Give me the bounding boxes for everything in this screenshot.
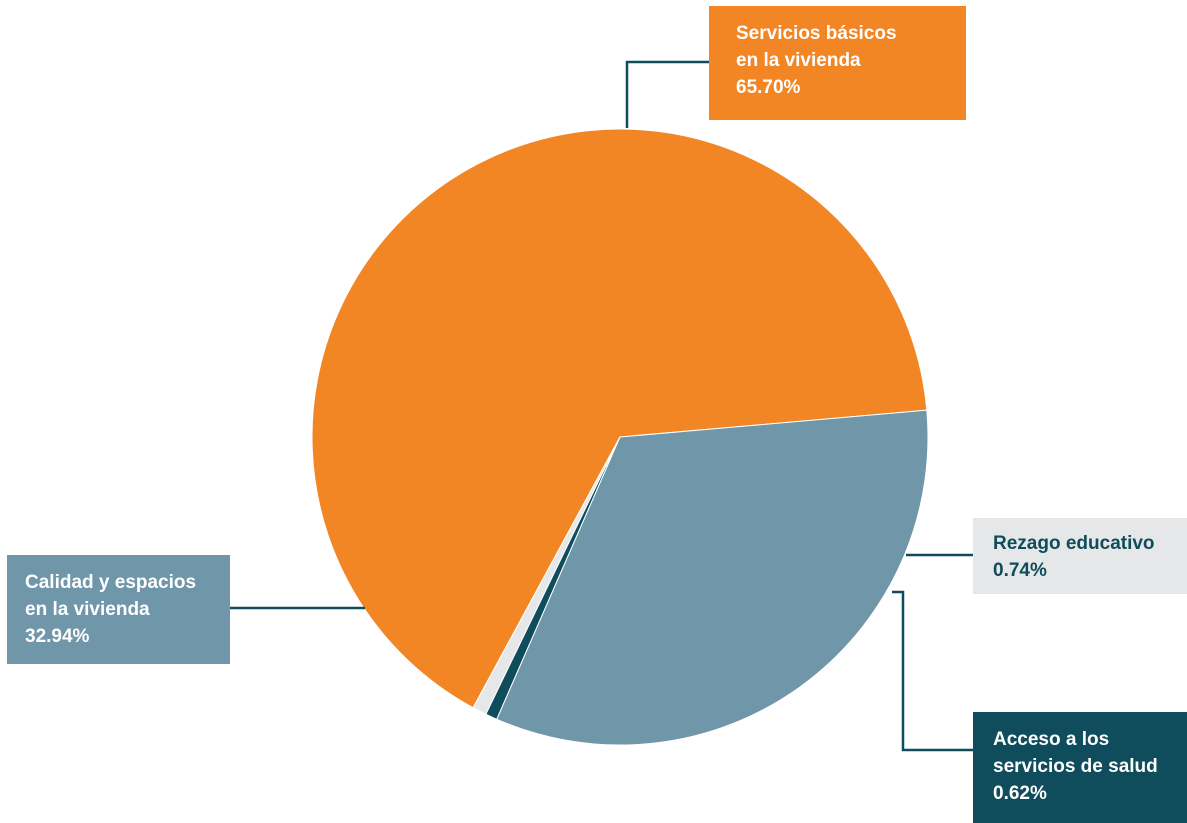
leader-lines (230, 60, 973, 752)
callout-servicios-basicos: Servicios básicos en la vivienda 65.70% (709, 6, 966, 120)
callout-acceso-line1: Acceso a los (993, 729, 1110, 750)
callout-calidad-line1: Calidad y espacios (25, 572, 197, 593)
callout-rezago-line1: Rezago educativo (993, 533, 1155, 554)
callout-servicios-value: 65.70% (736, 77, 801, 98)
callout-acceso-value: 0.62% (993, 783, 1047, 804)
callout-calidad-espacios: Calidad y espacios en la vivienda 32.94% (7, 555, 230, 664)
callout-calidad-line2: en la vivienda (25, 599, 150, 620)
slice-servicios-basicos (311, 128, 928, 709)
leader-line-servicios (625, 60, 709, 128)
callout-servicios-line2: en la vivienda (736, 50, 861, 71)
callout-servicios-line1: Servicios básicos (736, 23, 897, 44)
slice-calidad-espacios (496, 409, 929, 746)
pie-slices (311, 128, 929, 746)
leader-line-acceso (892, 590, 973, 752)
callout-acceso-salud: Acceso a los servicios de salud 0.62% (973, 712, 1187, 823)
callout-rezago-educativo: Rezago educativo 0.74% (973, 518, 1187, 594)
callout-acceso-line2: servicios de salud (993, 756, 1158, 777)
callout-rezago-value: 0.74% (993, 560, 1047, 581)
callout-calidad-value: 32.94% (25, 626, 90, 647)
